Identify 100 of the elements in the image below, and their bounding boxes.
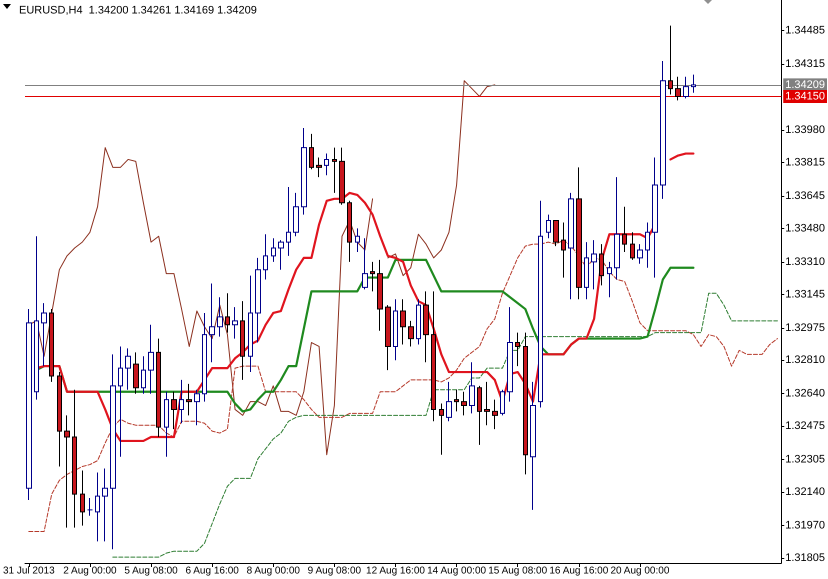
candlestick: [454, 389, 459, 412]
y-tick-label: 1.32975: [785, 322, 826, 334]
candlestick: [576, 166, 582, 300]
candlestick: [164, 391, 169, 458]
candlestick: [416, 298, 421, 345]
candlestick: [515, 332, 520, 367]
x-tick-label: 5 Aug 08:00: [124, 566, 178, 576]
candlestick: [362, 238, 368, 290]
line-series: [112, 292, 778, 558]
candlestick: [446, 381, 452, 422]
candlestick: [431, 290, 436, 422]
candlestick: [41, 302, 47, 367]
candlestick: [691, 74, 696, 94]
candlestick: [492, 399, 498, 430]
candlestick: [248, 275, 253, 373]
candlestick: [355, 228, 360, 252]
candlestick: [370, 261, 375, 292]
candlestick: [102, 468, 108, 542]
candlestick: [255, 257, 261, 344]
candlestick: [347, 200, 352, 262]
ref-line-label: 1.34150: [785, 90, 826, 102]
candlestick: [683, 76, 689, 99]
y-tick-label: 1.32140: [785, 486, 826, 498]
y-tick-label: 1.33645: [785, 190, 826, 202]
candlestick: [500, 389, 505, 416]
candlestick: [484, 381, 490, 426]
candlestick: [278, 240, 284, 270]
candlestick: [324, 153, 329, 176]
candlestick: [675, 76, 681, 101]
candlestick: [110, 354, 116, 550]
ref-line-label: 1.34209: [785, 78, 826, 91]
x-tick-label: 2 Aug 00:00: [63, 566, 118, 576]
candlestick: [523, 332, 528, 475]
y-tick-label: 1.32640: [785, 388, 826, 400]
candlestick: [599, 244, 604, 286]
candlestick: [171, 391, 177, 430]
candlestick: [179, 379, 184, 424]
candlestick: [263, 234, 268, 280]
candlestick: [80, 470, 85, 526]
candlestick: [301, 127, 307, 216]
candlestick: [439, 403, 444, 456]
candlestick: [156, 338, 161, 438]
y-tick-label: 1.33145: [785, 288, 826, 300]
candlestick: [645, 222, 650, 268]
candlestick: [668, 25, 673, 95]
candlestick: [64, 414, 70, 528]
candlestick: [591, 240, 597, 290]
candlestick: [34, 236, 39, 400]
candlestick: [553, 220, 559, 247]
x-tick-label: 9 Aug 08:00: [308, 566, 362, 576]
candlestick: [393, 298, 398, 361]
candlestick: [271, 238, 276, 262]
candlestick: [660, 60, 666, 200]
y-tick-label: 1.33815: [785, 156, 826, 168]
line-series: [28, 240, 778, 532]
candlestick: [546, 214, 551, 239]
candlestick: [507, 306, 513, 402]
candlestick: [186, 383, 192, 416]
x-tick-label: 8 Aug 00:00: [246, 566, 300, 576]
candlestick: [477, 385, 482, 446]
y-tick-label: 1.31805: [785, 552, 826, 564]
candlestick: [622, 206, 627, 252]
candlestick: [400, 298, 406, 345]
candlestick: [286, 186, 291, 256]
candlestick: [49, 308, 54, 382]
candlestick: [118, 346, 123, 458]
candlestick: [309, 133, 314, 170]
candlestick: [568, 192, 574, 300]
candlestick: [87, 498, 93, 516]
candlestick: [652, 156, 658, 278]
candlestick: [125, 348, 131, 390]
x-tick-label: 31 Jul 2013: [2, 566, 56, 576]
candlestick: [57, 372, 62, 468]
y-tick-label: 1.32810: [785, 354, 826, 366]
candlestick: [209, 282, 215, 363]
candlestick: [423, 290, 429, 363]
candlestick: [293, 192, 299, 237]
x-tick-label: 20 Aug 00:00: [610, 566, 670, 576]
chart-title: EURUSD,H4 1.34200 1.34261 1.34169 1.34209: [19, 4, 257, 16]
y-tick-label: 1.33980: [785, 124, 826, 136]
candlestick: [133, 352, 139, 394]
y-tick-label: 1.32305: [785, 454, 826, 466]
candlestick: [538, 200, 543, 408]
candlestick: [630, 232, 635, 260]
y-tick-label: 1.32475: [785, 420, 826, 432]
candlestick: [232, 306, 238, 340]
candlestick: [141, 356, 146, 394]
candlestick: [316, 156, 322, 178]
x-tick-label: 6 Aug 16:00: [185, 566, 240, 576]
y-tick-label: 1.33480: [785, 222, 826, 234]
candlestick: [26, 308, 32, 501]
x-tick-label: 14 Aug 00:00: [427, 566, 486, 576]
candlestick: [469, 362, 475, 414]
candlestick: [385, 304, 391, 371]
candlestick: [461, 391, 467, 416]
candlestick: [225, 292, 230, 334]
candlestick: [72, 389, 77, 528]
y-tick-label: 1.31970: [785, 520, 826, 532]
candlestick: [194, 389, 200, 426]
candlestick: [202, 312, 207, 402]
